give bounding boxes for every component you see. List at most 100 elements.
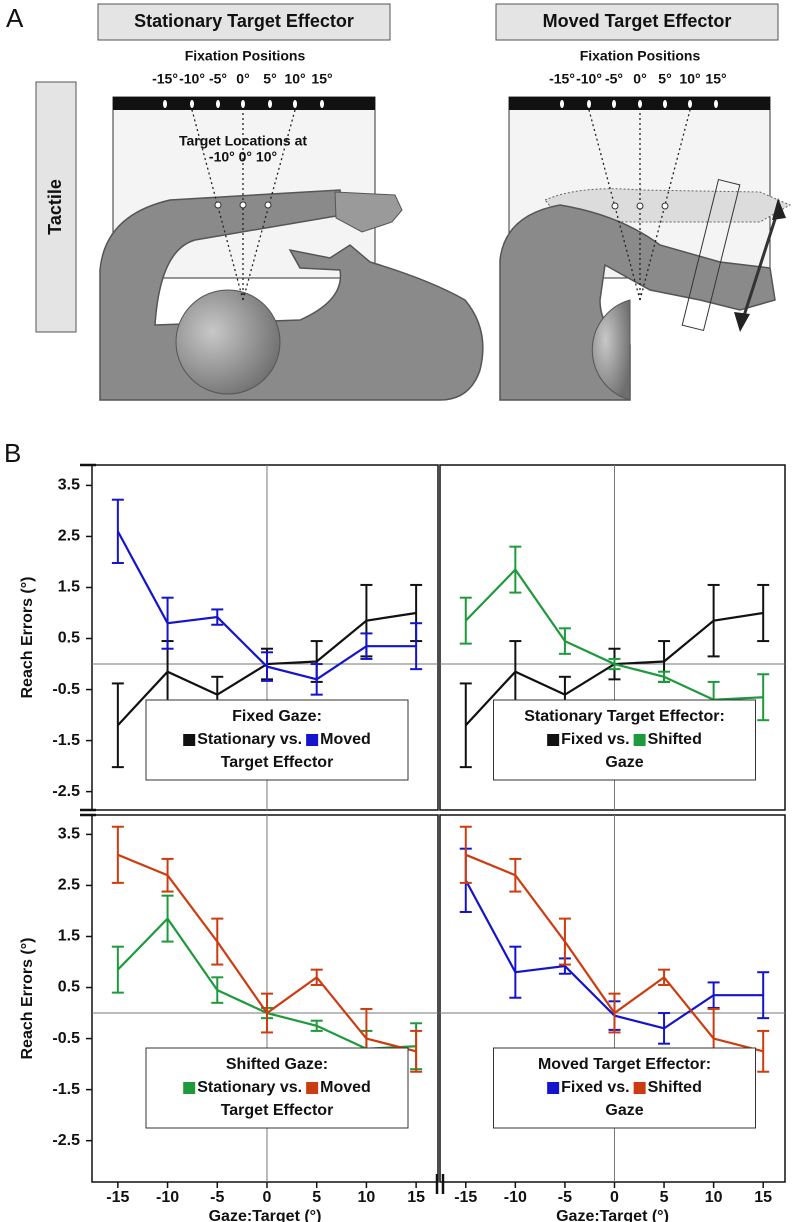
x-tick-label: -10 (156, 1189, 179, 1206)
legend-box (493, 1047, 756, 1129)
error-bar (658, 1012, 671, 1045)
legend-swatch (306, 734, 319, 746)
fixation-label: -15° (549, 71, 575, 87)
legend-swatch (547, 1082, 560, 1094)
y-tick-label: -2.5 (52, 783, 80, 800)
legend-label: Moved (320, 731, 371, 748)
fixation-marker (268, 100, 272, 108)
legend-label: Moved (320, 1079, 371, 1096)
right-scene (499, 96, 792, 401)
fixation-label: 0° (633, 71, 646, 87)
error-bar (459, 596, 472, 645)
legend-swatch (183, 734, 196, 746)
fixation-label: 15° (311, 71, 332, 87)
x-tick-label: 0 (610, 1189, 619, 1206)
y-axis-label: Reach Errors (°) (19, 938, 36, 1060)
error-bar (459, 682, 472, 769)
error-bar (558, 917, 571, 966)
error-bar (658, 670, 671, 683)
fixation-marker (638, 100, 642, 108)
error-bar (260, 992, 273, 1034)
error-bar (608, 657, 621, 671)
error-bar (757, 673, 770, 722)
error-bar (161, 596, 174, 650)
error-bar (111, 682, 124, 769)
fixation-marker (612, 100, 616, 108)
legend-label: Fixed vs. (561, 731, 629, 748)
plot-frame (439, 814, 786, 1183)
error-bar (360, 632, 373, 660)
legend-note: Target Effector (221, 1102, 334, 1119)
legend-swatch (633, 734, 646, 746)
y-tick-label: 1.5 (58, 579, 80, 596)
legend-note: Target Effector (221, 754, 334, 771)
error-bar (459, 825, 472, 884)
legend-label: Shifted (648, 1079, 702, 1096)
fixation-label: 10° (284, 71, 305, 87)
fixation-marker (293, 100, 297, 108)
fixation-label: 5° (263, 71, 276, 87)
legend-label: Stationary vs. (197, 1079, 302, 1096)
legend-label: Shifted (648, 731, 702, 748)
plot-frame (91, 814, 439, 1183)
y-tick-label: 0.5 (58, 630, 80, 647)
error-bar (658, 968, 671, 986)
y-tick-label: -1.5 (52, 732, 80, 749)
error-bar (211, 976, 224, 1004)
error-bar (757, 971, 770, 1020)
legend-title: Fixed Gaze: (232, 708, 322, 725)
target-locations: -10° 0° 10° (209, 149, 277, 165)
fixation-title: Fixation Positions (580, 48, 701, 64)
fixation-marker (320, 100, 324, 108)
legend-box (493, 699, 756, 781)
legend-label: Fixed vs. (561, 1079, 629, 1096)
error-bar (111, 825, 124, 884)
error-bar (111, 945, 124, 994)
x-tick-label: -5 (558, 1189, 572, 1206)
error-bar (161, 894, 174, 943)
x-tick-label: 0 (263, 1189, 272, 1206)
fixation-label: 15° (705, 71, 726, 87)
plot-frame (439, 464, 786, 811)
fixation-label: 5° (658, 71, 671, 87)
modality-label: Tactile (45, 179, 65, 235)
panel-label: B (4, 438, 21, 468)
y-axis-label: Reach Errors (°) (19, 577, 36, 699)
fixation-marker (714, 100, 718, 108)
legend-label: Stationary vs. (197, 731, 302, 748)
title-box (97, 3, 391, 41)
fixation-label: -10° (179, 71, 205, 87)
fixation-label: -5° (209, 71, 227, 87)
error-bar (260, 651, 273, 682)
x-tick-label: -10 (504, 1189, 527, 1206)
x-tick-label: 15 (407, 1189, 425, 1206)
error-bar (707, 583, 720, 658)
fixation-marker (663, 100, 667, 108)
error-bar (410, 622, 423, 671)
x-tick-label: -15 (106, 1189, 129, 1206)
y-tick-label: 3.5 (58, 477, 80, 494)
error-bar (310, 1019, 323, 1032)
error-bar (211, 917, 224, 966)
panel-title: Stationary Target Effector (134, 11, 354, 31)
y-tick-label: 0.5 (58, 979, 80, 996)
x-tick-label: 10 (358, 1189, 376, 1206)
legend-note: Gaze (605, 754, 643, 771)
error-bar (757, 583, 770, 643)
fixation-marker (190, 100, 194, 108)
error-bar (509, 545, 522, 594)
legend-swatch (547, 734, 560, 746)
x-tick-label: 15 (754, 1189, 772, 1206)
y-tick-label: -0.5 (52, 681, 80, 698)
y-tick-label: -2.5 (52, 1132, 80, 1149)
fixation-marker (163, 100, 167, 108)
fixation-label: 10° (679, 71, 700, 87)
error-bar (310, 968, 323, 986)
legend-swatch (633, 1082, 646, 1094)
error-bar (707, 981, 720, 1009)
panel-label: A (6, 3, 24, 33)
error-bar (161, 640, 174, 704)
fixation-marker (560, 100, 564, 108)
x-tick-label: 10 (705, 1189, 723, 1206)
error-bar (161, 857, 174, 893)
